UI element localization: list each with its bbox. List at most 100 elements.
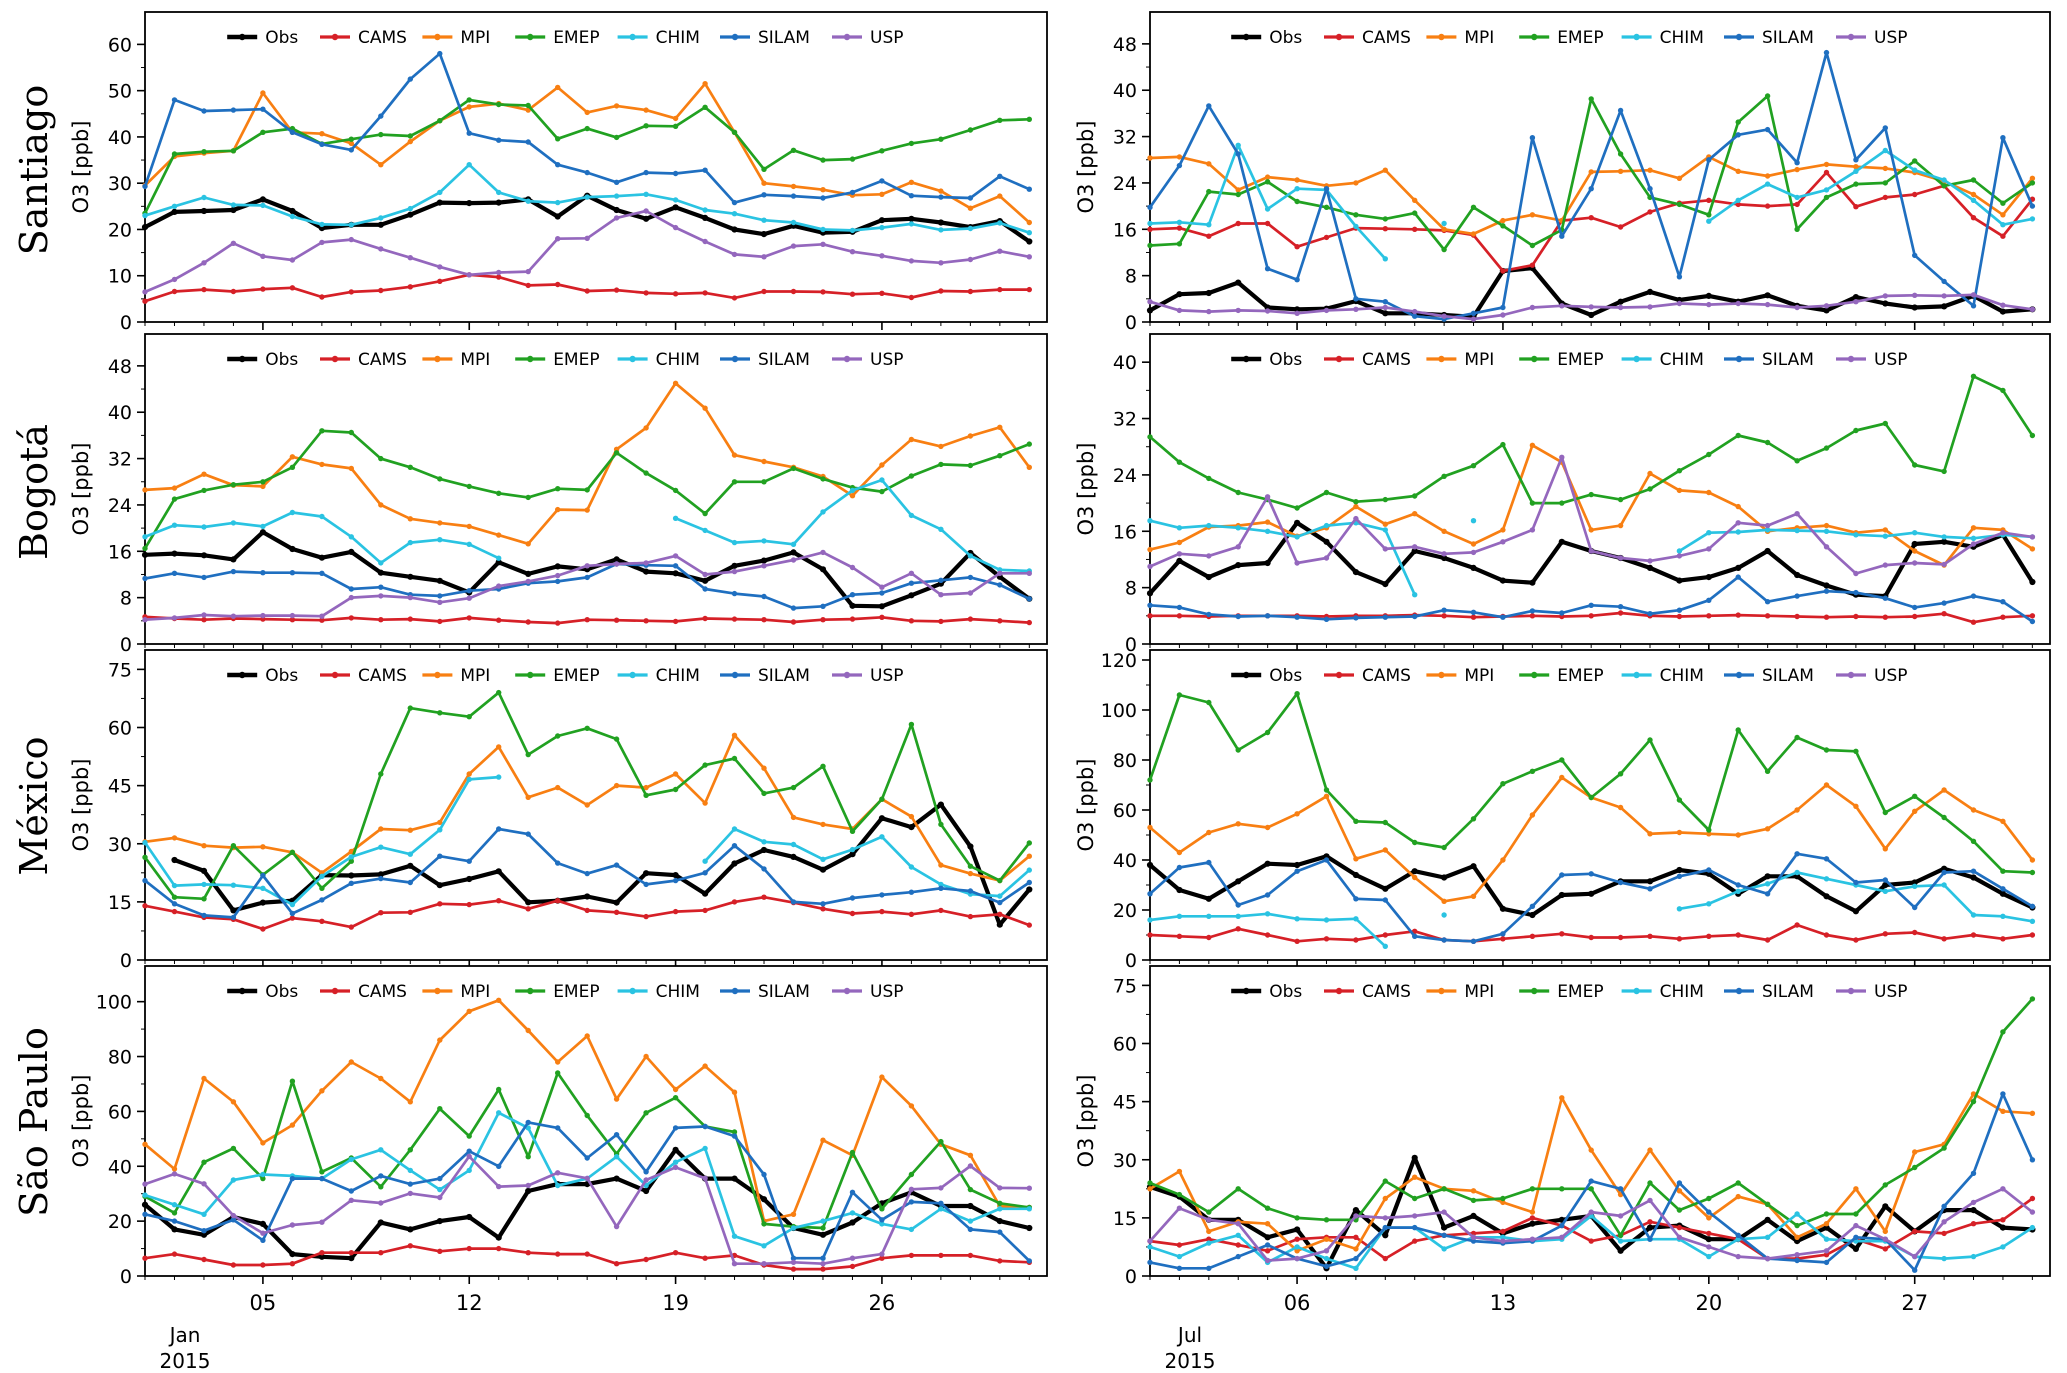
series-segment <box>703 827 1031 898</box>
legend-label: MPI <box>1464 350 1494 370</box>
legend-label: MPI <box>1464 28 1494 48</box>
series-chim-line <box>1147 518 2036 598</box>
legend-marker-dot <box>434 33 441 41</box>
legend-label: SILAM <box>758 982 810 1002</box>
legend-item-usp: USP <box>832 666 904 686</box>
y-tick-label: 50 <box>108 81 132 103</box>
data-point <box>1470 518 1477 524</box>
panel-mexico-jan: 0 15 30 45 60 75 O3 [ppb] Obs CAMS MPI EMEP CHIM SIL… <box>69 649 1048 972</box>
legend-label: SILAM <box>758 28 810 48</box>
y-tick-label: 60 <box>108 1101 132 1123</box>
legend-label: EMEP <box>553 982 599 1002</box>
row-label-bogota: Bogotá <box>12 424 56 560</box>
x-tick-label: 05 <box>250 1291 277 1315</box>
legend-item-mpi: MPI <box>422 350 490 370</box>
legend-label: USP <box>870 982 904 1002</box>
legend-label: EMEP <box>553 350 599 370</box>
series-segment <box>1148 912 1387 948</box>
legend-label: Obs <box>1269 350 1302 370</box>
legend-item-silam: SILAM <box>720 666 810 686</box>
y-tick-label: 0 <box>1125 312 1137 334</box>
series-segment <box>143 429 1031 550</box>
series-segment <box>143 381 1031 546</box>
legend-item-cams: CAMS <box>1324 28 1411 48</box>
y-tick-label: 80 <box>1113 750 1137 772</box>
y-tick-label: 0 <box>120 1266 132 1288</box>
legend-marker-dot <box>331 33 339 41</box>
legend-marker-dot <box>1735 355 1743 363</box>
y-tick-label: 120 <box>1101 650 1137 672</box>
legend-item-emep: EMEP <box>515 666 600 686</box>
legend-item-obs: Obs <box>1231 666 1302 686</box>
legend-marker-dot <box>1438 355 1445 363</box>
legend-item-silam: SILAM <box>1724 982 1814 1002</box>
legend-marker-dot <box>1438 987 1445 995</box>
month-label: Jul <box>1176 1323 1202 1347</box>
legend-item-obs: Obs <box>227 350 298 370</box>
legend-item-cams: CAMS <box>1324 666 1411 686</box>
legend-marker-dot <box>843 355 851 363</box>
y-axis-label: O3 [ppb] <box>1074 759 1098 852</box>
legend-label: MPI <box>460 350 490 370</box>
y-tick-label: 0 <box>120 312 132 334</box>
legend-item-mpi: MPI <box>422 982 490 1002</box>
series-segment <box>143 209 1031 294</box>
series-segment <box>1148 1092 2034 1253</box>
legend-label: CAMS <box>1362 982 1411 1002</box>
legend-marker-dot <box>731 33 739 41</box>
panel-santiago-jan: 0 10 20 30 40 50 60 O3 [ppb] Obs CAMS MPI EMEP CHIM S… <box>69 11 1048 334</box>
legend-item-emep: EMEP <box>1519 28 1604 48</box>
y-tick-label: 32 <box>108 449 132 471</box>
legend-marker-dot <box>1847 671 1855 679</box>
legend-label: MPI <box>460 28 490 48</box>
y-tick-label: 40 <box>1113 850 1137 872</box>
y-tick-label: 0 <box>1125 1266 1137 1288</box>
y-axis-label: O3 [ppb] <box>69 1075 93 1168</box>
series-obs-line <box>1146 853 2036 919</box>
legend-label: SILAM <box>758 666 810 686</box>
legend-marker-dot <box>331 671 339 679</box>
legend-item-mpi: MPI <box>1426 350 1494 370</box>
plot-border <box>1149 649 2051 961</box>
series-segment <box>143 1244 1031 1271</box>
legend-marker-dot <box>1531 671 1538 679</box>
series-emep-line <box>1147 373 2036 511</box>
series-usp-line <box>1147 454 2036 577</box>
legend-label: Obs <box>265 28 298 48</box>
legend-marker-dot <box>1633 33 1640 41</box>
y-tick-label: 0 <box>120 950 132 972</box>
y-tick-label: 100 <box>96 992 132 1014</box>
legend: Obs CAMS MPI EMEP CHIM SILAM USP <box>1231 350 1908 370</box>
y-tick-label: 75 <box>1113 975 1137 997</box>
legend-item-cams: CAMS <box>320 350 407 370</box>
legend-marker-dot <box>239 671 246 679</box>
legend-item-cams: CAMS <box>320 982 407 1002</box>
legend-marker-dot <box>434 987 441 995</box>
legend-label: MPI <box>460 666 490 686</box>
legend-marker-dot <box>1847 33 1855 41</box>
legend: Obs CAMS MPI EMEP CHIM SILAM USP <box>227 350 904 370</box>
legend-marker-dot <box>1847 355 1855 363</box>
legend-item-chim: CHIM <box>1621 982 1704 1002</box>
series-silam-line <box>142 50 1032 206</box>
series-segment <box>1707 149 2034 227</box>
y-tick-label: 8 <box>1125 578 1137 600</box>
legend-marker-dot <box>1335 987 1343 995</box>
y-tick-label: 60 <box>1113 1034 1137 1056</box>
series-silam-line <box>142 1119 1032 1264</box>
legend-label: Obs <box>1269 666 1302 686</box>
legend-label: MPI <box>1464 666 1494 686</box>
y-tick-label: 40 <box>108 402 132 424</box>
legend-item-emep: EMEP <box>515 28 600 48</box>
series-emep-line <box>1147 996 2036 1238</box>
legend-marker-dot <box>1438 33 1445 41</box>
panel-bogota-jul: 0 8 16 24 32 40 O3 [ppb] Obs CAMS MPI EMEP CHIM SILA… <box>1074 333 2051 656</box>
legend-marker-dot <box>331 355 339 363</box>
legend-item-emep: EMEP <box>1519 666 1604 686</box>
legend-marker-dot <box>1243 671 1250 679</box>
series-segment <box>1678 528 2034 553</box>
series-segment <box>143 511 501 565</box>
legend-label: Obs <box>265 350 298 370</box>
